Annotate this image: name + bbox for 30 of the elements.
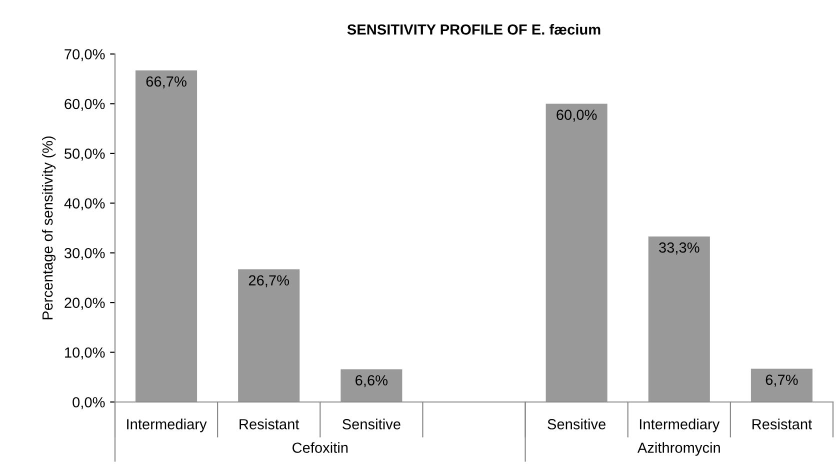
bar (750, 368, 812, 402)
x-tick-label: Intermediary (127, 418, 207, 432)
y-tick-label: 20,0% (64, 298, 105, 310)
bar (546, 104, 608, 402)
bar (340, 369, 402, 402)
data-label: 33,3% (659, 242, 700, 254)
y-tick-label: 30,0% (64, 248, 105, 260)
y-tick-label: 70,0% (64, 49, 105, 62)
y-tick-label: 10,0% (65, 347, 105, 360)
y-tick-label: 60,0% (64, 98, 105, 111)
y-axis-title: Percentage of sensitivity (%) (42, 136, 56, 320)
x-tick-label: Resistant (752, 418, 812, 430)
y-tick-label: 50,0% (64, 148, 105, 161)
x-tick-label: Intermediary (640, 418, 720, 432)
y-tick-label: 0,0% (72, 397, 105, 410)
text: Azithromycin (637, 442, 720, 456)
bar (136, 70, 198, 402)
x-tick-label: Sensitive (548, 418, 606, 430)
data-label: 66,7% (146, 76, 186, 88)
bar (648, 236, 710, 402)
data-label: 6,7% (766, 374, 798, 387)
x-tick-label: Resistant (240, 418, 300, 430)
data-label: 6,6% (356, 375, 388, 388)
bar (238, 269, 300, 402)
data-label: 26,7% (248, 275, 290, 288)
chart-title: SENSITIVITY PROFILE OF E. fæcium (347, 24, 600, 35)
y-tick-label: 40,0% (64, 198, 105, 210)
x-tick-label: Sensitive (342, 418, 400, 430)
data-label: 60,0% (556, 110, 597, 122)
text: Cefoxitin (292, 442, 348, 453)
